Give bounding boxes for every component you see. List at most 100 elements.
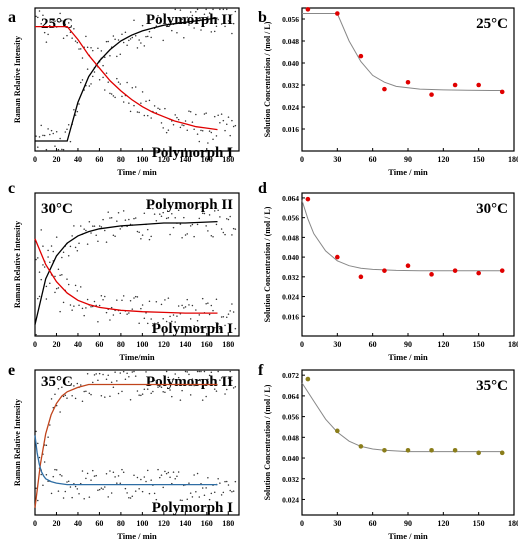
raw-point <box>74 284 77 287</box>
raw-point <box>121 468 123 471</box>
temperature-label: 30°C <box>41 201 73 217</box>
raw-point <box>40 22 42 25</box>
raw-point <box>205 8 207 11</box>
raw-point <box>81 470 84 472</box>
x-axis-label: Time / min <box>117 531 157 541</box>
raw-point <box>193 128 195 131</box>
x-tick-label: 180 <box>222 340 234 349</box>
x-axis-label: Time / min <box>388 531 428 541</box>
raw-point <box>119 312 122 314</box>
raw-point <box>43 134 46 137</box>
raw-point <box>165 217 168 220</box>
raw-point <box>37 499 39 502</box>
raw-point <box>224 25 226 28</box>
raw-point <box>183 124 185 127</box>
raw-point <box>64 394 67 396</box>
raw-point <box>54 145 56 147</box>
raw-point <box>195 10 197 13</box>
raw-point <box>198 217 201 220</box>
raw-point <box>73 109 75 111</box>
raw-point <box>59 473 61 476</box>
raw-point <box>112 95 115 97</box>
raw-point <box>201 487 204 489</box>
raw-point <box>201 399 204 401</box>
raw-point <box>74 485 77 488</box>
x-tick-label: 180 <box>508 155 518 164</box>
raw-point <box>69 140 72 143</box>
polymorph-i-label: Polymorph I <box>152 145 233 161</box>
raw-point <box>219 379 221 381</box>
raw-point <box>88 85 91 87</box>
raw-point <box>92 49 94 52</box>
raw-point <box>232 227 235 230</box>
raw-point <box>219 482 221 484</box>
raw-point <box>71 496 73 499</box>
raw-point <box>134 295 137 298</box>
raw-point <box>213 115 216 118</box>
raw-point <box>205 487 207 489</box>
raw-point <box>69 486 72 488</box>
raw-point <box>45 41 48 43</box>
raw-point <box>189 11 192 13</box>
raw-point <box>62 37 65 39</box>
raw-point <box>200 327 202 329</box>
panel-letter: a <box>8 9 16 26</box>
raw-point <box>171 320 173 323</box>
data-point <box>305 376 311 382</box>
raw-point <box>181 18 183 21</box>
raw-point <box>98 372 101 375</box>
raw-point <box>217 209 219 211</box>
raw-point <box>208 313 211 316</box>
data-point <box>305 7 311 12</box>
panel-d: d 0 30 60 90 120 150 180 Time / min Solution Conc… <box>258 180 518 362</box>
raw-point <box>122 210 125 212</box>
raw-point <box>186 129 188 131</box>
raw-point <box>181 236 183 239</box>
raw-point <box>167 297 170 299</box>
y-tick-label: 0.024 <box>282 293 299 302</box>
data-point <box>499 450 505 456</box>
raw-point <box>83 228 85 230</box>
raw-point <box>124 378 127 380</box>
raw-point <box>189 318 192 320</box>
raw-point <box>128 39 130 42</box>
y-tick-label: 0.064 <box>282 194 299 203</box>
x-tick-label: 180 <box>508 519 518 528</box>
raw-point <box>88 220 91 223</box>
raw-point <box>49 424 51 426</box>
raw-point <box>59 310 61 313</box>
raw-point <box>172 471 175 473</box>
temperature-label: 30°C <box>476 201 508 217</box>
raw-point <box>232 387 235 389</box>
raw-point <box>45 148 48 151</box>
raw-point <box>109 217 111 219</box>
raw-point <box>116 220 118 222</box>
raw-point <box>109 54 111 57</box>
raw-point <box>119 53 122 55</box>
x-tick-label: 40 <box>74 340 82 349</box>
raw-point <box>100 394 103 397</box>
temperature-label: 35°C <box>476 378 508 394</box>
raw-point <box>234 10 237 13</box>
raw-point <box>73 225 75 227</box>
raw-point <box>234 124 237 127</box>
x-tick-label: 160 <box>201 155 213 164</box>
raw-point <box>164 470 166 473</box>
raw-point <box>104 486 106 488</box>
raw-point <box>124 487 127 490</box>
raw-point <box>157 386 159 388</box>
raw-point <box>208 214 211 216</box>
raw-point <box>224 393 226 395</box>
raw-point <box>207 142 209 144</box>
raw-point <box>95 373 97 375</box>
raw-point <box>102 299 104 301</box>
raw-point <box>55 130 58 133</box>
raw-point <box>90 83 92 85</box>
raw-point <box>174 321 176 323</box>
data-point <box>335 11 340 16</box>
raw-point <box>59 411 61 413</box>
raw-point <box>85 477 87 480</box>
raw-point <box>150 36 152 39</box>
x-tick-label: 80 <box>117 340 125 349</box>
